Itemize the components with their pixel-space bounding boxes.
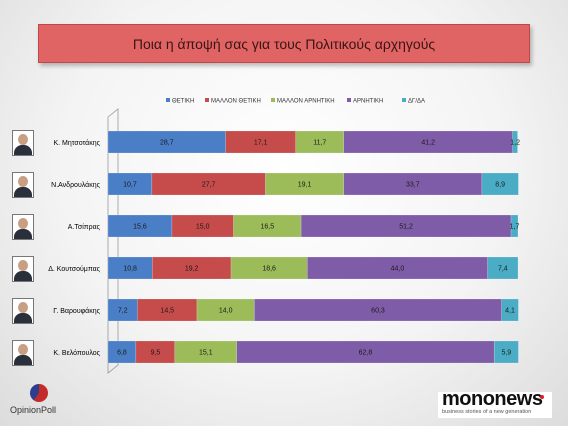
bar-value-label: 1,7 <box>510 224 520 231</box>
mononews-logo-word: mononews <box>442 388 543 410</box>
bar-segment <box>107 214 173 238</box>
photo-head <box>18 176 28 187</box>
photo-head <box>18 134 28 145</box>
leader-photo <box>12 214 34 240</box>
photo-body <box>14 187 32 197</box>
chart-title: Ποια η άποψή σας για τους Πολιτικούς αρχ… <box>132 35 436 52</box>
bar-value-label: 8,9 <box>495 182 505 189</box>
leader-photo <box>12 130 34 156</box>
category-label: Κ. Βελόπουλος <box>53 349 100 357</box>
bar-value-label: 1,2 <box>510 140 520 147</box>
leader-photo <box>12 172 34 198</box>
bar-segment <box>300 214 512 238</box>
mononews-logo-tagline: business stories of a new generation <box>442 409 532 415</box>
legend-swatch <box>271 98 275 102</box>
category-label: Γ. Βαρουφάκης <box>53 307 100 315</box>
bar-value-label: 27,7 <box>202 182 216 189</box>
bar-segment <box>481 172 519 196</box>
photo-body <box>14 145 32 155</box>
chart-side-wall <box>107 108 119 374</box>
legend-label: ΜΑΛΛΟΝ ΑΡΝΗΤΙΚΗ <box>277 99 335 105</box>
chart-3d-frame <box>107 108 119 374</box>
bar-value-label: 5,9 <box>501 350 511 357</box>
legend-label: ΘΕΤΙΚΗ <box>172 99 194 105</box>
legend-label: ΑΡΝΗΤΙΚΗ <box>353 99 383 105</box>
mononews-logo: mononews business stories of a new gener… <box>438 388 552 418</box>
legend-swatch <box>205 98 209 102</box>
photo-head <box>18 218 28 229</box>
mononews-logo-dot <box>540 395 544 399</box>
chart-title-box: Ποια η άποψή σας για τους Πολιτικούς αρχ… <box>38 24 530 63</box>
chart-legend: ΘΕΤΙΚΗ ΜΑΛΛΟΝ ΘΕΤΙΚΗ ΜΑΛΛΟΝ ΑΡΝΗΤΙΚΗ ΑΡΝΗΤΙ… <box>166 98 425 105</box>
bar-value-label: 18,6 <box>262 266 276 273</box>
bar-value-label: 19,1 <box>298 182 312 189</box>
photo-body <box>14 229 32 239</box>
photo-body <box>14 313 32 323</box>
bar-value-label: 41,2 <box>421 140 435 147</box>
bar-value-label: 19,2 <box>185 266 199 273</box>
category-label: Κ. Μητσοτάκης <box>53 139 100 147</box>
bar-segment <box>493 340 519 364</box>
bar-value-label: 9,5 <box>150 350 160 357</box>
bar-value-label: 7,2 <box>118 308 128 315</box>
bar-segment <box>254 298 502 322</box>
leader-photo <box>12 340 34 366</box>
bar-segment <box>487 256 519 280</box>
photo-head <box>18 302 28 313</box>
category-label: Δ. Κουτσούμπας <box>48 265 100 273</box>
bar-value-label: 14,0 <box>219 308 233 315</box>
photo-body <box>14 355 32 365</box>
bar-value-label: 16,5 <box>260 224 274 231</box>
photo-head <box>18 260 28 271</box>
bar-value-label: 6,8 <box>117 350 127 357</box>
leader-photo <box>12 298 34 324</box>
bar-segment <box>343 172 483 196</box>
bar-value-label: 15,0 <box>196 224 210 231</box>
bar-value-label: 4,1 <box>505 308 515 315</box>
bar-value-label: 11,7 <box>313 140 326 147</box>
legend-label: ΔΓ/ΔΑ <box>408 99 425 105</box>
leader-photo <box>12 256 34 282</box>
bar-value-label: 44,0 <box>391 266 405 273</box>
bar-value-label: 10,7 <box>123 182 137 189</box>
bar-value-label: 33,7 <box>406 182 420 189</box>
bar-value-label: 15,1 <box>199 350 213 357</box>
opinionpoll-logo-icon <box>30 384 48 402</box>
bar-value-label: 14,5 <box>160 308 174 315</box>
bar-segment <box>512 130 518 154</box>
category-labels: Κ. Μητσοτάκης Ν.Ανδρουλάκης Α.Τσίπρας Δ. Κο… <box>48 139 100 357</box>
bar-value-label: 7,4 <box>498 266 508 273</box>
legend-swatch <box>402 98 406 102</box>
bar-segment <box>510 214 519 238</box>
bar-value-label: 28,7 <box>160 140 174 147</box>
bar-value-label: 10,8 <box>123 266 137 273</box>
opinionpoll-logo: OpinionPoll <box>10 384 70 420</box>
photo-head <box>18 344 28 355</box>
chart-bars: 28,7 17,1 11,7 41,2 1,2 10,7 27,7 19,1 33,7 8,9 15… <box>107 130 520 364</box>
category-label: Α.Τσίπρας <box>68 223 101 231</box>
legend-swatch <box>166 98 170 102</box>
legend-label: ΜΑΛΛΟΝ ΘΕΤΙΚΗ <box>211 99 261 105</box>
bar-value-label: 15,6 <box>133 224 147 231</box>
bar-value-label: 62,8 <box>359 350 373 357</box>
bar-segment <box>501 298 519 322</box>
opinionpoll-logo-text: OpinionPoll <box>10 405 57 415</box>
bar-value-label: 17,1 <box>254 140 268 147</box>
bar-value-label: 51,2 <box>399 224 413 231</box>
legend-swatch <box>347 98 351 102</box>
category-label: Ν.Ανδρουλάκης <box>51 181 100 189</box>
photo-body <box>14 271 32 281</box>
bar-value-label: 60,3 <box>371 308 385 315</box>
